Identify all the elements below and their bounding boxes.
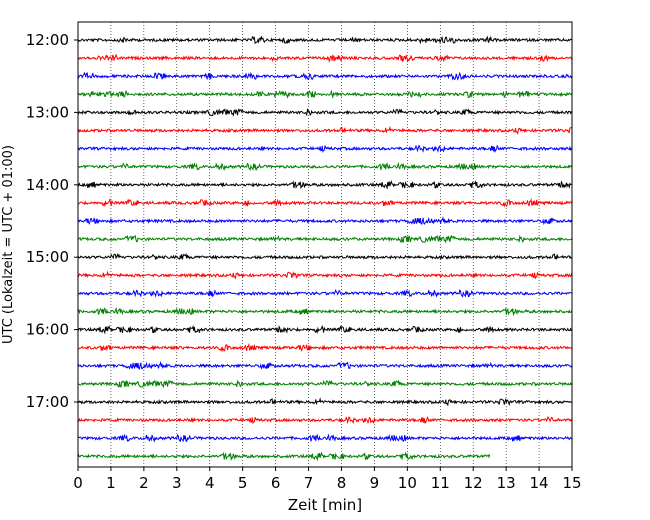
- x-tick-label-9: 9: [370, 474, 380, 492]
- trace-15: [77, 288, 573, 298]
- x-tick-label-8: 8: [337, 474, 347, 492]
- trace-4: [77, 89, 573, 99]
- grid-lines: [110, 22, 540, 467]
- x-tick-label-15: 15: [562, 474, 581, 492]
- y-tick-label-2: 14:00: [26, 176, 69, 194]
- trace-7: [77, 144, 573, 153]
- trace-22: [77, 415, 573, 425]
- x-tick-label-13: 13: [497, 474, 516, 492]
- x-tick-label-11: 11: [431, 474, 450, 492]
- trace-19: [77, 360, 573, 370]
- trace-8: [77, 161, 573, 172]
- trace-24: [77, 451, 491, 462]
- trace-5: [77, 107, 573, 118]
- plot-frame: [77, 21, 573, 468]
- y-tick-label-1: 13:00: [26, 103, 69, 121]
- trace-9: [77, 180, 573, 190]
- trace-16: [77, 306, 573, 317]
- trace-3: [77, 71, 573, 81]
- y-tick-label-4: 16:00: [26, 321, 69, 339]
- y-tick-label-5: 17:00: [26, 393, 69, 411]
- trace-11: [77, 216, 573, 226]
- x-tick-label-1: 1: [106, 474, 116, 492]
- x-tick-label-4: 4: [205, 474, 215, 492]
- y-tick-label-3: 15:00: [26, 248, 69, 266]
- y-tick-label-0: 12:00: [26, 31, 69, 49]
- x-axis-ticks: 0 1 2 3 4 5 6 7 8 9 10 11 12 13 14 15: [73, 467, 582, 492]
- x-tick-label-2: 2: [139, 474, 149, 492]
- x-tick-label-14: 14: [530, 474, 549, 492]
- trace-21: [77, 397, 573, 407]
- trace-1: [77, 35, 573, 45]
- trace-10: [77, 197, 573, 208]
- x-tick-label-5: 5: [238, 474, 248, 492]
- y-axis-ticks: 12:00 13:00 14:00 15:00 16:00 17:00: [26, 31, 78, 411]
- x-tick-label-12: 12: [464, 474, 483, 492]
- x-axis-label: Zeit [min]: [288, 496, 362, 514]
- trace-14: [77, 270, 573, 280]
- x-tick-label-10: 10: [398, 474, 417, 492]
- trace-18: [77, 342, 573, 353]
- trace-20: [77, 379, 573, 389]
- trace-13: [77, 252, 573, 261]
- x-tick-label-7: 7: [304, 474, 314, 492]
- trace-12: [78, 234, 573, 244]
- x-tick-label-3: 3: [172, 474, 182, 492]
- trace-6: [77, 125, 573, 135]
- trace-23: [77, 433, 573, 443]
- x-tick-label-0: 0: [73, 474, 83, 492]
- trace-2: [77, 53, 573, 64]
- y-axis-label: UTC (Lokalzeit = UTC + 01:00): [1, 145, 16, 344]
- trace-17: [77, 324, 573, 335]
- seismic-traces: [77, 35, 573, 462]
- x-tick-label-6: 6: [271, 474, 281, 492]
